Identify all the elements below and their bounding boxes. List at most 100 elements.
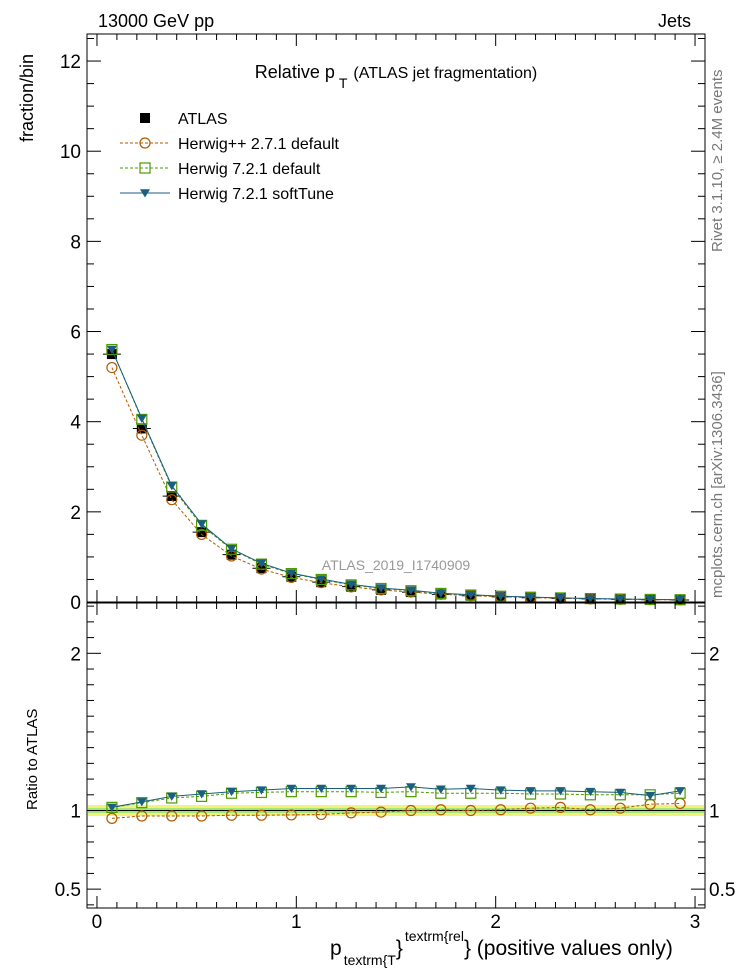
ratio-y-axis-label: Ratio to ATLAS [24, 709, 41, 810]
ratio-point-herwig-2-7-1-default [166, 810, 178, 822]
data-point-herwig-7-2-1-softtune [136, 414, 147, 424]
ratio-point-herwig-2-7-1-default [375, 806, 387, 818]
data-point-herwig-7-2-1-softtune [286, 569, 297, 578]
ratio-point-herwig-2-7-1-default [554, 801, 567, 813]
main-y-axis-label: fraction/bin [17, 54, 37, 142]
xlabel-rest: } (positive values only) [464, 937, 673, 960]
main-axis-ticks: 0 2 4 6 8 10 12 [60, 34, 705, 614]
ratio-point-herwig-7-2-1-softtune [136, 798, 147, 807]
legend-label-herwig-7-2-1-softtune: Herwig 7.2.1 softTune [178, 186, 334, 203]
data-point-herwig-7-2-1-softtune [166, 481, 177, 491]
ratio-point-herwig-7-2-1-softtune [465, 784, 476, 794]
x-tick-label: 1 [291, 912, 302, 933]
ratio-point-herwig-7-2-1-softtune [166, 792, 177, 801]
ratio-point-herwig-2-7-1-default [405, 804, 417, 817]
data-point-herwig-2-7-1-default [196, 528, 208, 540]
rivet-label: Rivet 3.1.10, ≥ 2.4M events [709, 70, 726, 253]
ratio-line-herwig-7-2-1-softtune [111, 786, 681, 808]
ratio-point-herwig-2-7-1-default [136, 810, 148, 822]
ratio-series-group [106, 783, 686, 824]
ratio-point-herwig-7-2-1-softtune [405, 783, 416, 792]
header-energy: 13000 GeV pp [98, 11, 214, 31]
title-rest: (ATLAS jet fragmentation) [353, 65, 537, 82]
ratio-plot-frame [86, 602, 706, 909]
main-plot-panel: 0 2 4 6 8 10 12 ATLAS_2019_I1740909 Relative p… [17, 33, 706, 614]
header-process: Jets [658, 11, 691, 31]
data-point-herwig-7-2-1-default [136, 413, 148, 426]
main-y-tick-label: 10 [60, 142, 81, 163]
ratio-y-tick-label-right: 1 [709, 802, 720, 823]
ratio-y-tick-label: 0.5 [55, 880, 81, 901]
ratio-point-herwig-7-2-1-softtune [585, 787, 596, 797]
data-point-atlas [256, 563, 267, 574]
ratio-point-herwig-2-7-1-default [196, 810, 208, 822]
legend: ATLAS Herwig++ 2.7.1 default Herwig 7.2.1 … [120, 111, 340, 203]
data-point-herwig-7-2-1-softtune [555, 594, 566, 603]
analysis-watermark: ATLAS_2019_I1740909 [322, 557, 471, 573]
main-series-group [102, 343, 690, 606]
ratio-y-tick-label-right: 2 [709, 644, 720, 665]
ratio-point-herwig-7-2-1-softtune [196, 790, 207, 799]
ratio-point-herwig-2-7-1-default [345, 807, 357, 819]
xlabel-superscript: textrm{rel [405, 928, 464, 944]
main-y-tick-label: 6 [70, 323, 81, 344]
ratio-point-herwig-2-7-1-default [435, 804, 447, 816]
xlabel-subscript: textrm{T [344, 952, 397, 968]
data-point-herwig-7-2-1-softtune [405, 586, 416, 595]
ratio-point-herwig-7-2-1-softtune [525, 787, 536, 796]
ratio-point-herwig-2-7-1-default [524, 802, 537, 814]
xlabel-mid: } [396, 937, 403, 960]
data-point-herwig-7-2-1-softtune [346, 580, 357, 589]
legend-label-herwig-7-2-1-default: Herwig 7.2.1 default [178, 161, 321, 178]
data-point-herwig-7-2-1-softtune [495, 592, 506, 601]
ratio-point-herwig-7-2-1-softtune [316, 784, 327, 794]
ratio-point-herwig-7-2-1-softtune [435, 785, 446, 794]
ratio-point-herwig-2-7-1-default [584, 804, 596, 816]
main-y-tick-label: 12 [60, 52, 81, 73]
data-point-herwig-7-2-1-default [106, 343, 118, 356]
ratio-point-herwig-7-2-1-softtune [555, 787, 566, 796]
data-point-herwig-7-2-1-softtune [106, 345, 117, 355]
ratio-point-herwig-2-7-1-default [614, 802, 626, 814]
ratio-point-herwig-2-7-1-default [106, 812, 118, 824]
data-point-herwig-7-2-1-softtune [435, 589, 446, 598]
data-point-atlas [166, 491, 177, 502]
ratio-point-herwig-2-7-1-default [255, 809, 268, 821]
data-point-herwig-7-2-1-softtune [585, 594, 596, 604]
data-point-herwig-7-2-1-softtune [525, 593, 536, 602]
ratio-axis-ticks: 0.5 0.5 1 1 2 2 0 1 2 3 [55, 603, 735, 933]
data-point-herwig-2-7-1-default [166, 494, 178, 506]
data-point-herwig-7-2-1-softtune [675, 595, 686, 605]
ratio-point-herwig-7-2-1-softtune [256, 786, 267, 795]
plot-title: Relative pT (ATLAS jet fragmentation) [255, 62, 537, 91]
ratio-point-herwig-2-7-1-default [465, 804, 477, 817]
ratio-point-herwig-2-7-1-default [285, 809, 297, 821]
data-point-herwig-7-2-1-softtune [196, 520, 207, 529]
legend-label-atlas: ATLAS [178, 111, 228, 128]
main-y-tick-label: 0 [70, 593, 81, 614]
title-subscript: T [339, 75, 348, 91]
legend-label-herwig-2-7-1-default: Herwig++ 2.7.1 default [178, 136, 340, 153]
data-point-atlas [196, 527, 207, 538]
ratio-y-tick-label: 2 [70, 644, 81, 665]
data-point-herwig-7-2-1-softtune [645, 595, 656, 604]
ratio-uncertainty-band [87, 805, 705, 817]
title-main: Relative p [255, 62, 335, 82]
ratio-point-herwig-7-2-1-softtune [106, 803, 117, 812]
ratio-point-herwig-7-2-1-softtune [376, 784, 387, 794]
ratio-point-herwig-7-2-1-softtune [675, 787, 686, 796]
ratio-point-herwig-7-2-1-softtune [495, 786, 506, 795]
main-y-tick-label: 2 [70, 503, 81, 524]
data-point-atlas [136, 423, 147, 434]
legend-marker-atlas [140, 113, 150, 123]
x-tick-label: 0 [92, 912, 103, 933]
main-plot-frame [86, 33, 706, 603]
ratio-point-herwig-2-7-1-default [225, 809, 238, 821]
ratio-point-herwig-7-2-1-softtune [346, 784, 357, 794]
main-y-tick-label: 4 [70, 413, 81, 434]
data-point-herwig-7-2-1-softtune [316, 575, 327, 584]
data-point-herwig-7-2-1-softtune [376, 584, 387, 593]
ratio-point-herwig-2-7-1-default [495, 804, 507, 816]
data-point-herwig-7-2-1-softtune [256, 559, 267, 568]
